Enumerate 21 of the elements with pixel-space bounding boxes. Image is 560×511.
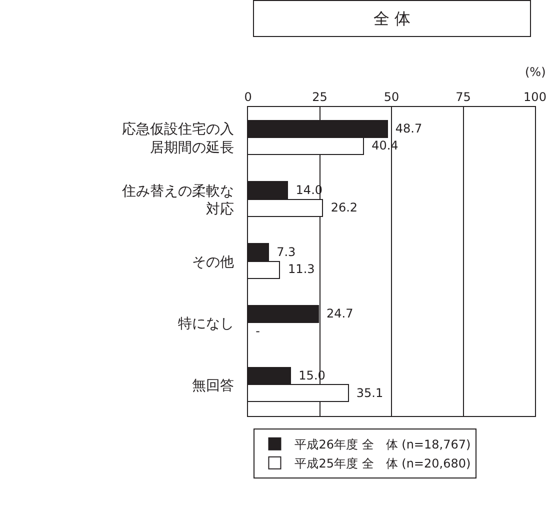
data-label: 24.7 bbox=[318, 306, 354, 321]
text: - bbox=[256, 324, 260, 338]
data-label: 11.3 bbox=[280, 262, 315, 276]
data-label: 26.2 bbox=[323, 200, 358, 214]
data-label: 35.1 bbox=[348, 386, 384, 400]
legend-label: 平成26年度 全 体 (n=18,767) bbox=[294, 438, 471, 452]
y-tick-label: 住み替えの柔軟な対応 bbox=[121, 184, 234, 218]
chart-title: 全 体 bbox=[373, 9, 411, 28]
y-tick-label: その他 bbox=[192, 254, 234, 270]
x-tick-label: 100 bbox=[524, 90, 546, 104]
x-tick-label: 25 bbox=[312, 90, 328, 104]
y-tick-label: 無回答 bbox=[192, 378, 234, 394]
data-label: 7.3 bbox=[268, 244, 296, 259]
y-tick-label: 特になし bbox=[178, 316, 234, 332]
y-tick-label: 応急仮設住宅の入居期間の延長 bbox=[122, 122, 234, 156]
legend-label: 平成25年度 全 体 (n=20,680) bbox=[294, 456, 471, 471]
data-label: 48.7 bbox=[388, 121, 422, 136]
x-tick-label: 50 bbox=[384, 90, 400, 104]
x-axis-title: (%) bbox=[525, 65, 546, 79]
x-tick-label: 0 bbox=[244, 90, 252, 104]
x-tick-label: 75 bbox=[456, 90, 471, 104]
